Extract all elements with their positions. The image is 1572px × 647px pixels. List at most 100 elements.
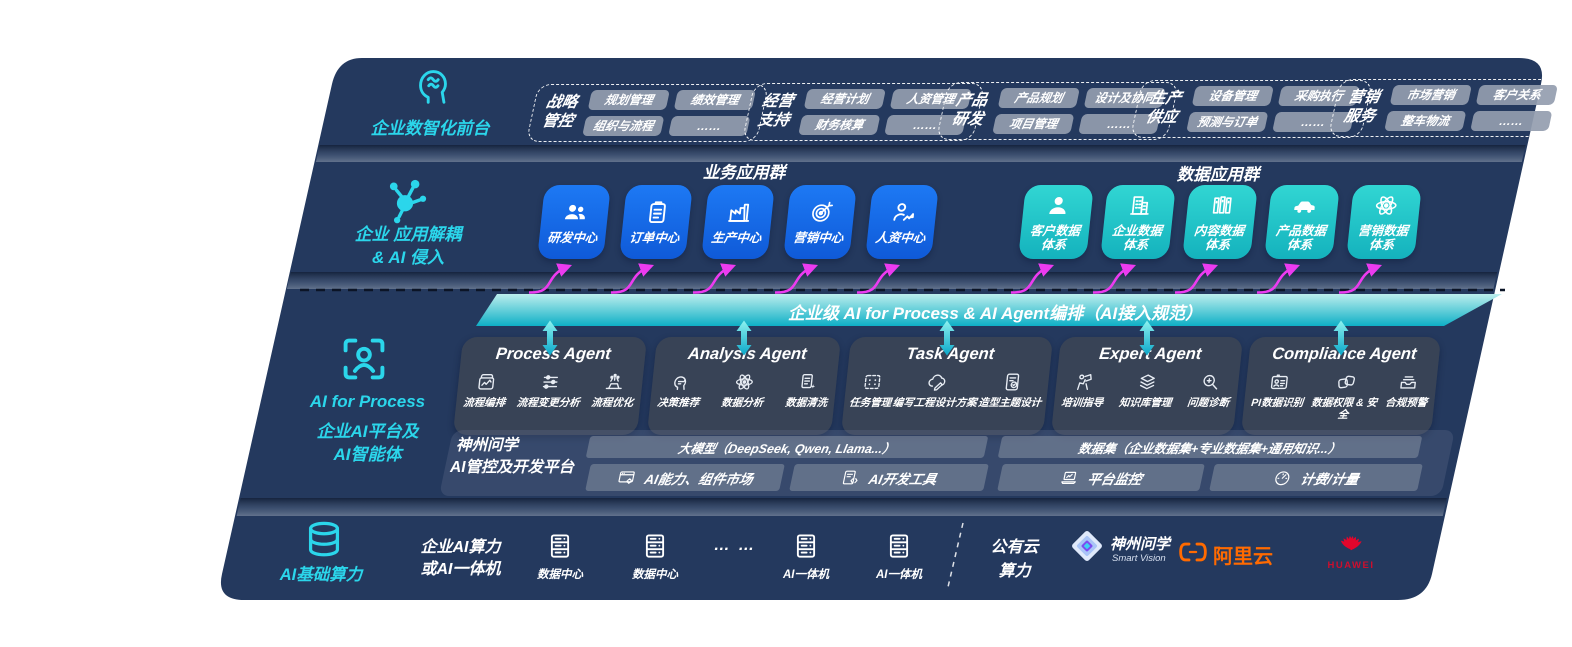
server-icon: [791, 531, 821, 561]
capability: 问题诊断: [1187, 371, 1233, 409]
front-office-group-strategy: 战略管控 规划管理 绩效管理 组织与流程 ……: [525, 84, 770, 143]
chip: 财务核算: [798, 115, 881, 136]
id-card-icon: [1267, 371, 1291, 393]
compute-label-line1: 企业AI算力: [420, 539, 501, 556]
team-icon: [560, 199, 590, 226]
car-icon: [1289, 192, 1319, 219]
capability: 决策推荐: [657, 371, 703, 409]
server-icon: [545, 531, 575, 561]
model-bar: 大模型（DeepSeek, Qwen, Llama...）: [585, 436, 989, 458]
building-icon: [1125, 192, 1155, 219]
vendor-name-smartvision: 神州问学: [1110, 536, 1171, 553]
capability: 造型主题设计: [978, 371, 1045, 409]
smartvision-logo: [1068, 527, 1106, 565]
design-pad-icon: [1000, 371, 1024, 393]
capability: PI数据识别: [1251, 371, 1307, 409]
diagnose-icon: [1198, 371, 1222, 393]
capability-label: 问题诊断: [1186, 397, 1230, 409]
chip: 产品规划: [997, 88, 1081, 109]
capability: 数据清洗: [785, 371, 831, 409]
capability-label: 流程编排: [462, 397, 506, 409]
agent-title: Process Agent: [494, 345, 612, 363]
person-scan-icon: [338, 333, 390, 385]
decision-icon: [668, 371, 692, 393]
chip: 整车物流: [1384, 111, 1467, 132]
billing-metering-cell: 计费/计量: [1209, 464, 1423, 491]
capability: 编写工程设计方案: [892, 371, 980, 409]
task-agent-box: Task Agent 任务管理 编写工程设计方案 造型主题设计: [840, 337, 1054, 435]
capability: 培训指导: [1061, 371, 1107, 409]
capability: 流程编排: [463, 371, 509, 409]
chip: 经营计划: [803, 89, 887, 110]
tile-label: 生产中心: [710, 230, 763, 245]
capability-label: 数据权限 & 安全: [1310, 397, 1378, 422]
capability-label: 知识库管理: [1118, 397, 1173, 409]
process-agent-box: Process Agent 流程编排 流程变更分析 流程优化: [452, 337, 648, 435]
front-office-group-marketing: 营销服务 市场营销 客户关系 整车物流 ……: [1327, 79, 1572, 138]
ai-capability-market-cell: AI能力、组件市场: [585, 464, 785, 491]
tile-label: 营销数据体系: [1357, 223, 1409, 252]
server-icon: [884, 531, 914, 561]
books-icon: [1207, 192, 1237, 219]
molecule-icon: [378, 174, 432, 228]
tile-production-center: 生产中心: [701, 185, 775, 259]
platform-monitor-cell: 平台监控: [997, 464, 1205, 491]
alert-tray-icon: [1396, 371, 1420, 393]
capability-label: 合规预警: [1384, 397, 1428, 409]
capability: 数据分析: [721, 371, 767, 409]
flow-chart-icon: [474, 371, 498, 393]
agent-title: Analysis Agent: [687, 345, 808, 363]
business-apps-title: 业务应用群: [702, 164, 786, 182]
compliance-agent-box: Compliance Agent PI数据识别 数据权限 & 安全 合规预警: [1240, 337, 1442, 435]
chip: ……: [668, 116, 751, 137]
front-office-label: 企业数智化前台: [370, 119, 490, 138]
training-icon: [1072, 371, 1096, 393]
flow-optimize-icon: [602, 371, 626, 393]
group-chips: 规划管理 绩效管理 组织与流程 ……: [582, 90, 757, 137]
tile-label: 客户数据体系: [1029, 223, 1081, 252]
tile-hr-center: 人资中心: [865, 185, 939, 259]
capability-label: PI数据识别: [1250, 397, 1304, 409]
group-title: 战略管控: [540, 94, 580, 131]
capability-label: 决策推荐: [656, 397, 700, 409]
ai-layer-label-line1: AI for Process: [309, 392, 426, 411]
database-icon: [301, 518, 347, 564]
ai-dev-tools-cell: AI开发工具: [789, 464, 989, 491]
data-apps-title: 数据应用群: [1176, 166, 1260, 184]
flow-change-icon: [538, 371, 562, 393]
app-layer-label-line1: 企业 应用解耦: [354, 225, 462, 244]
chip: 预测与订单: [1186, 112, 1269, 133]
capability-label: 培训指导: [1060, 397, 1104, 409]
tile-marketing-data: 营销数据体系: [1346, 185, 1422, 259]
node-label: 数据中心: [537, 569, 583, 581]
chip: 组织与流程: [582, 116, 665, 137]
vendor-sub-smartvision: Smart Vision: [1112, 553, 1166, 564]
chip: ……: [1470, 111, 1553, 132]
agent-title: Compliance Agent: [1271, 345, 1418, 363]
app-market-icon: [615, 468, 638, 487]
vendor-name-aliyun: 阿里云: [1213, 546, 1273, 568]
cell-label: 计费/计量: [1299, 471, 1361, 487]
chip: 客户关系: [1475, 85, 1559, 106]
tile-label: 人资中心: [874, 230, 927, 245]
tile-enterprise-data: 企业数据体系: [1100, 185, 1176, 259]
public-cloud-line2: 算力: [998, 563, 1031, 580]
node-label: AI一体机: [876, 569, 922, 581]
ai-layer-label-line2: 企业AI平台及: [316, 422, 419, 441]
node-label: AI一体机: [783, 569, 829, 581]
capability: 数据权限 & 安全: [1308, 371, 1381, 421]
tile-label: 订单中心: [628, 230, 681, 245]
cloud-edit-icon: [925, 371, 949, 393]
tile-content-data: 内容数据体系: [1182, 185, 1258, 259]
data-clean-icon: [796, 371, 820, 393]
tile-marketing-center: 营销中心: [783, 185, 857, 259]
permission-icon: [1334, 371, 1358, 393]
vendor-name-huawei: HUAWEI: [1327, 560, 1375, 571]
compute-label-line2: 或AI一体机: [420, 561, 501, 578]
orchestration-banner: 企业级 AI for Process & AI Agent编排（AI接入规范）: [787, 304, 1203, 323]
group-title: 经营支持: [756, 93, 796, 130]
nodes-ellipsis: … …: [713, 537, 757, 554]
capability-label: 造型主题设计: [977, 397, 1042, 409]
analysis-agent-box: Analysis Agent 决策推荐 数据分析 数据清洗: [646, 337, 842, 435]
